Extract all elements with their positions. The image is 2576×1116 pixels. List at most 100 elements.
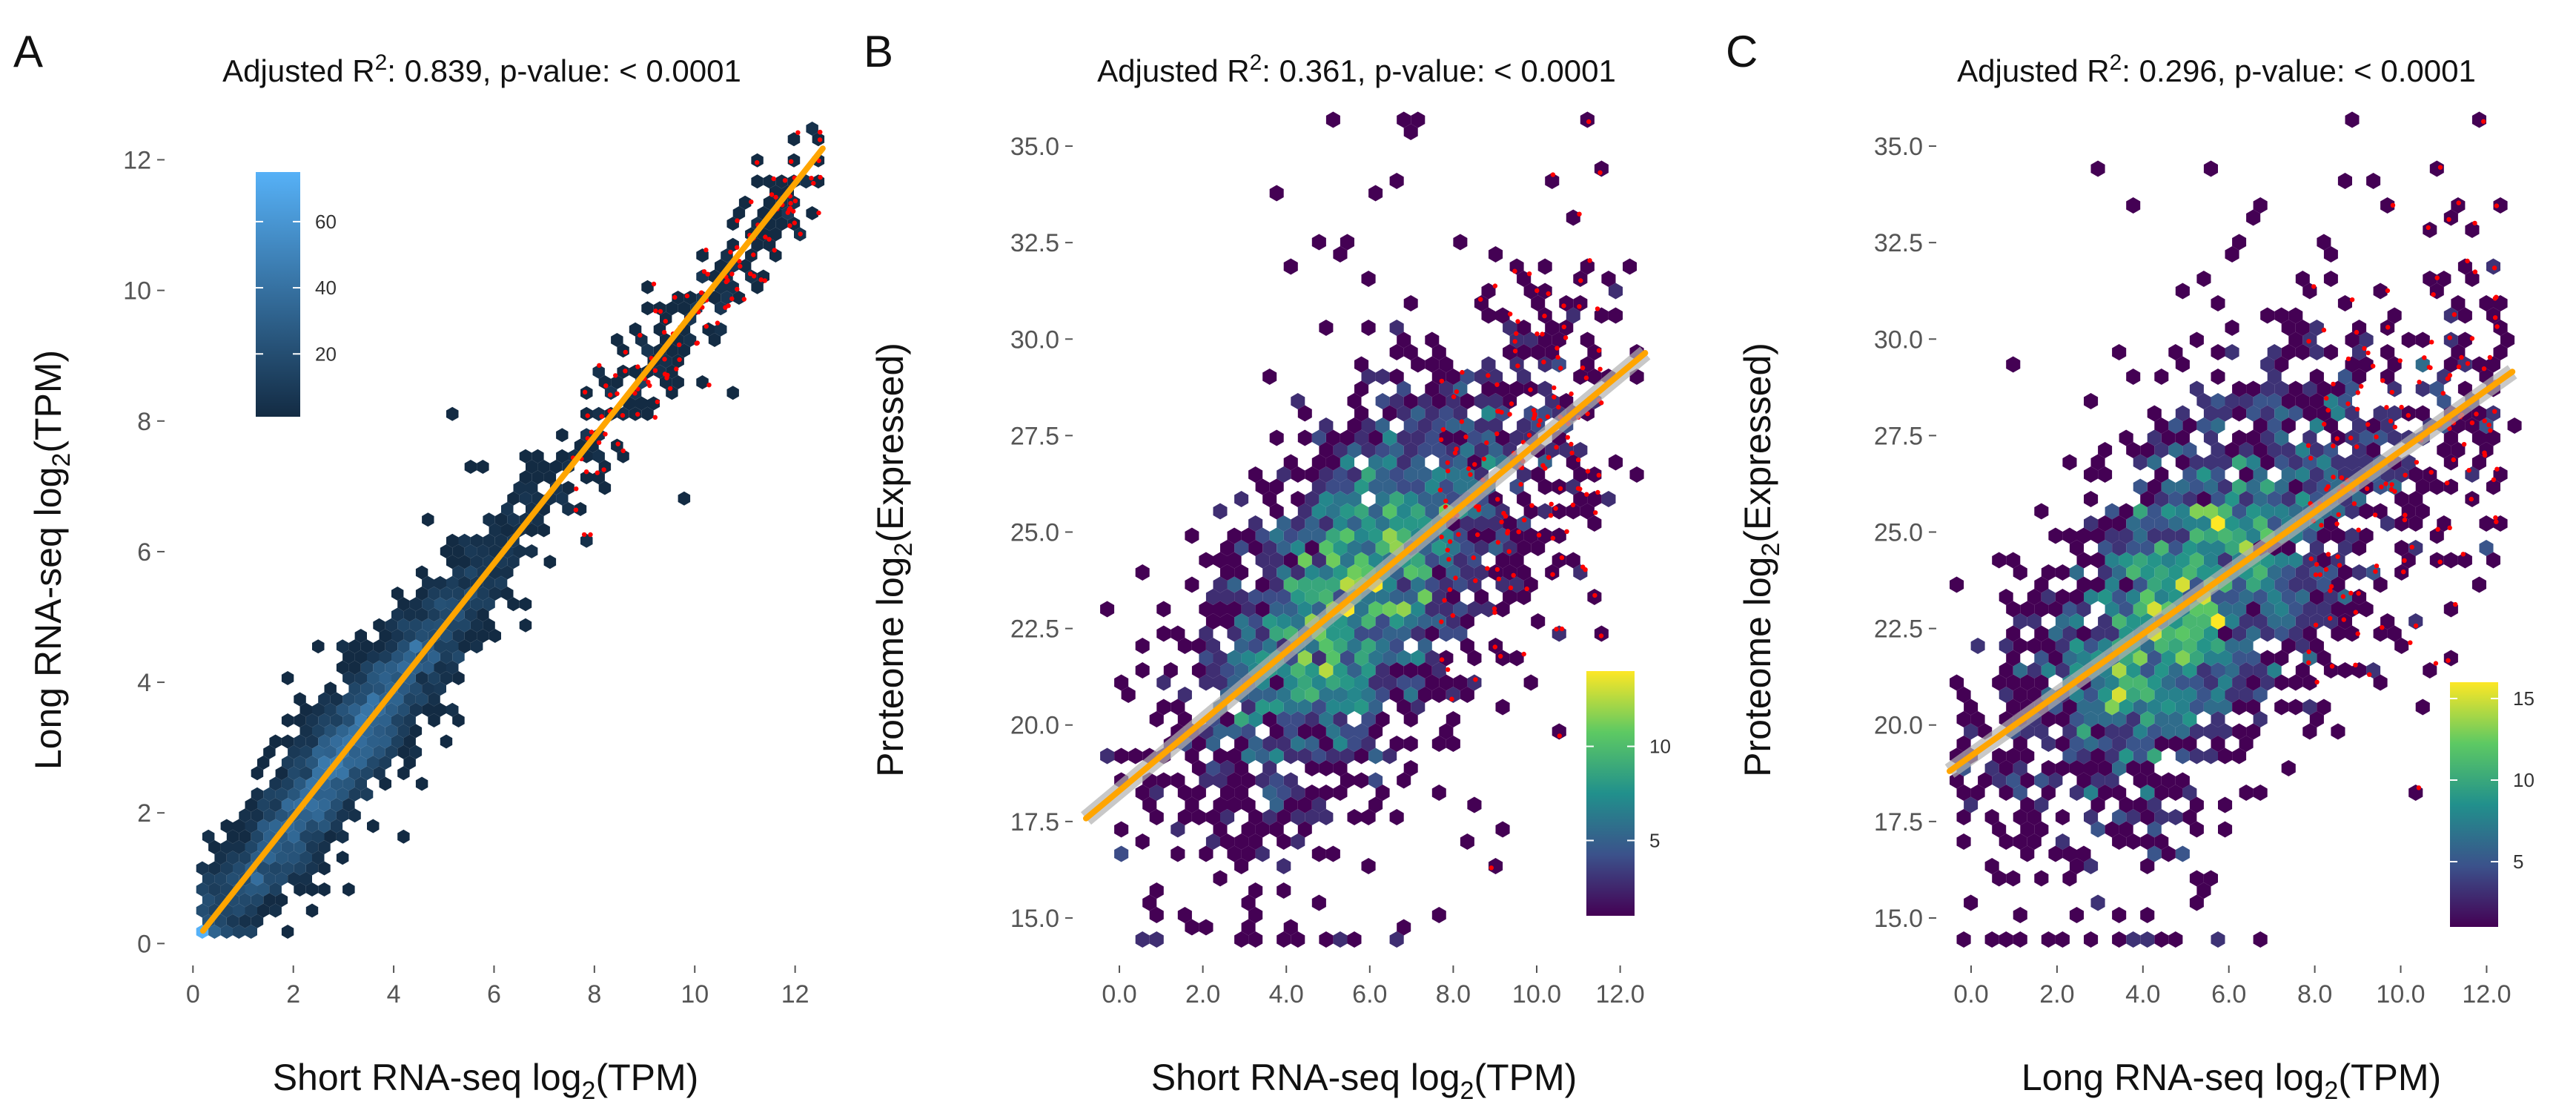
hexbin-cell <box>2084 711 2099 727</box>
hexbin-cell <box>1439 552 1454 569</box>
hexbin-cell <box>2090 747 2105 765</box>
x-tick-label: 4.0 <box>2125 980 2160 1008</box>
hexbin-cell <box>2211 662 2225 678</box>
hexbin-cell <box>1347 491 1362 507</box>
hexbin-cell <box>1163 662 1178 678</box>
hexbin-cell <box>2161 650 2176 667</box>
hexbin-cell <box>1964 796 1979 813</box>
hexbin-cell <box>2211 417 2225 434</box>
hexbin-cell <box>2105 747 2119 765</box>
hexbin-cell <box>2189 699 2204 716</box>
hexbin-cell <box>2105 552 2119 569</box>
hexbin-cell <box>1984 809 1999 825</box>
hexbin-cell <box>2267 344 2282 360</box>
hexbin-cell <box>1523 674 1538 691</box>
hexbin-cell <box>1950 674 1964 691</box>
hexbin-cell <box>251 871 264 886</box>
hexbin-cell <box>1992 870 2007 887</box>
highlight-point <box>2313 572 2319 578</box>
hexbin-cell <box>2076 747 2091 765</box>
x-tick-label: 2 <box>286 980 300 1008</box>
hexbin-cell <box>348 787 361 802</box>
hexbin-cell <box>1531 466 1546 483</box>
panel-a-x-axis: 0 2 4 6 8 10 12 <box>186 965 809 1008</box>
hexbin-cell <box>379 734 391 749</box>
hexbin-cell <box>226 851 239 865</box>
hexbin-cell <box>1956 809 1971 825</box>
hexbin-cell <box>1340 625 1354 642</box>
hexbin-cell <box>2225 589 2239 605</box>
hexbin-cell <box>751 174 764 189</box>
hexbin-cell <box>1489 442 1503 458</box>
hexbin-cell <box>373 744 385 759</box>
hexbin-cell <box>1311 650 1326 667</box>
highlight-point <box>2331 443 2336 449</box>
hexbin-cell <box>1361 417 1376 434</box>
hexbin-cell <box>1361 736 1376 752</box>
hexbin-cell <box>641 280 654 294</box>
highlight-point <box>789 159 794 164</box>
hexbin-cell <box>348 744 361 759</box>
hexbin-cell <box>2239 466 2254 483</box>
highlight-point <box>1550 572 1555 577</box>
hexbin-cell <box>513 544 526 558</box>
hexbin-cell <box>1191 662 1206 678</box>
highlight-point <box>1508 585 1514 590</box>
hexbin-cell <box>348 681 361 696</box>
hexbin-cell <box>1361 271 1376 287</box>
hexbin-cell <box>1319 417 1334 434</box>
highlight-point <box>672 294 678 300</box>
hexbin-cell <box>1277 809 1291 825</box>
hexbin-cell <box>2041 711 2056 727</box>
hexbin-cell <box>526 544 538 558</box>
hexbin-cell <box>1199 772 1213 789</box>
hexbin-cell <box>2098 760 2113 776</box>
hexbin-cell <box>2062 625 2077 642</box>
hexbin-cell <box>1956 785 1971 801</box>
hexbin-cell <box>1453 234 1468 251</box>
hexbin-cell <box>1241 747 1256 765</box>
highlight-point <box>2339 475 2344 481</box>
hexbin-cell <box>1354 552 1369 569</box>
hexbin-cell <box>477 460 489 474</box>
hexbin-cell <box>428 607 440 622</box>
highlight-point <box>1452 450 1458 455</box>
highlight-point <box>1575 457 1581 463</box>
highlight-point <box>585 413 590 418</box>
hexbin-cell <box>1311 454 1326 471</box>
hexbin-cell <box>2069 760 2084 776</box>
hexbin-cell <box>1552 331 1566 349</box>
hexbin-cell <box>1453 552 1468 569</box>
hexbin-cell <box>2323 271 2338 287</box>
highlight-point <box>2426 365 2432 370</box>
hexbin-cell <box>1383 503 1397 520</box>
hexbin-cell <box>2239 613 2254 630</box>
hexbin-cell <box>2182 687 2197 703</box>
hexbin-cell <box>1283 601 1298 618</box>
hexbin-cell <box>1354 503 1369 520</box>
hexbin-cell <box>397 766 410 781</box>
hexbin-cell <box>2147 845 2162 862</box>
hexbin-cell <box>1305 785 1320 801</box>
hexbin-cell <box>360 787 374 802</box>
hexbin-cell <box>2105 601 2119 618</box>
hexbin-cell <box>2147 527 2162 544</box>
hexbin-cell <box>470 597 483 612</box>
hexbin-cell <box>2189 552 2204 569</box>
hexbin-cell <box>1431 466 1446 483</box>
hexbin-cell <box>1340 503 1354 520</box>
panel-b-y-axis: 15.017.520.022.525.027.530.032.535.0 <box>1010 133 1073 933</box>
hexbin-cell <box>2274 576 2289 593</box>
hexbin-cell <box>1389 809 1404 825</box>
highlight-point <box>1445 667 1451 673</box>
hexbin-cell <box>1248 809 1263 825</box>
hexbin-cell <box>672 375 684 389</box>
hexbin-cell <box>1950 576 1964 593</box>
hexbin-cell <box>379 650 391 664</box>
hexbin-cell <box>1439 650 1454 667</box>
hexbin-cell <box>1213 821 1228 838</box>
hexbin-cell <box>1248 589 1263 605</box>
hexbin-cell <box>1531 540 1546 556</box>
highlight-point <box>2481 119 2486 124</box>
panel-b-title: Adjusted R2: 0.361, p-value: < 0.0001 <box>1097 50 1616 88</box>
